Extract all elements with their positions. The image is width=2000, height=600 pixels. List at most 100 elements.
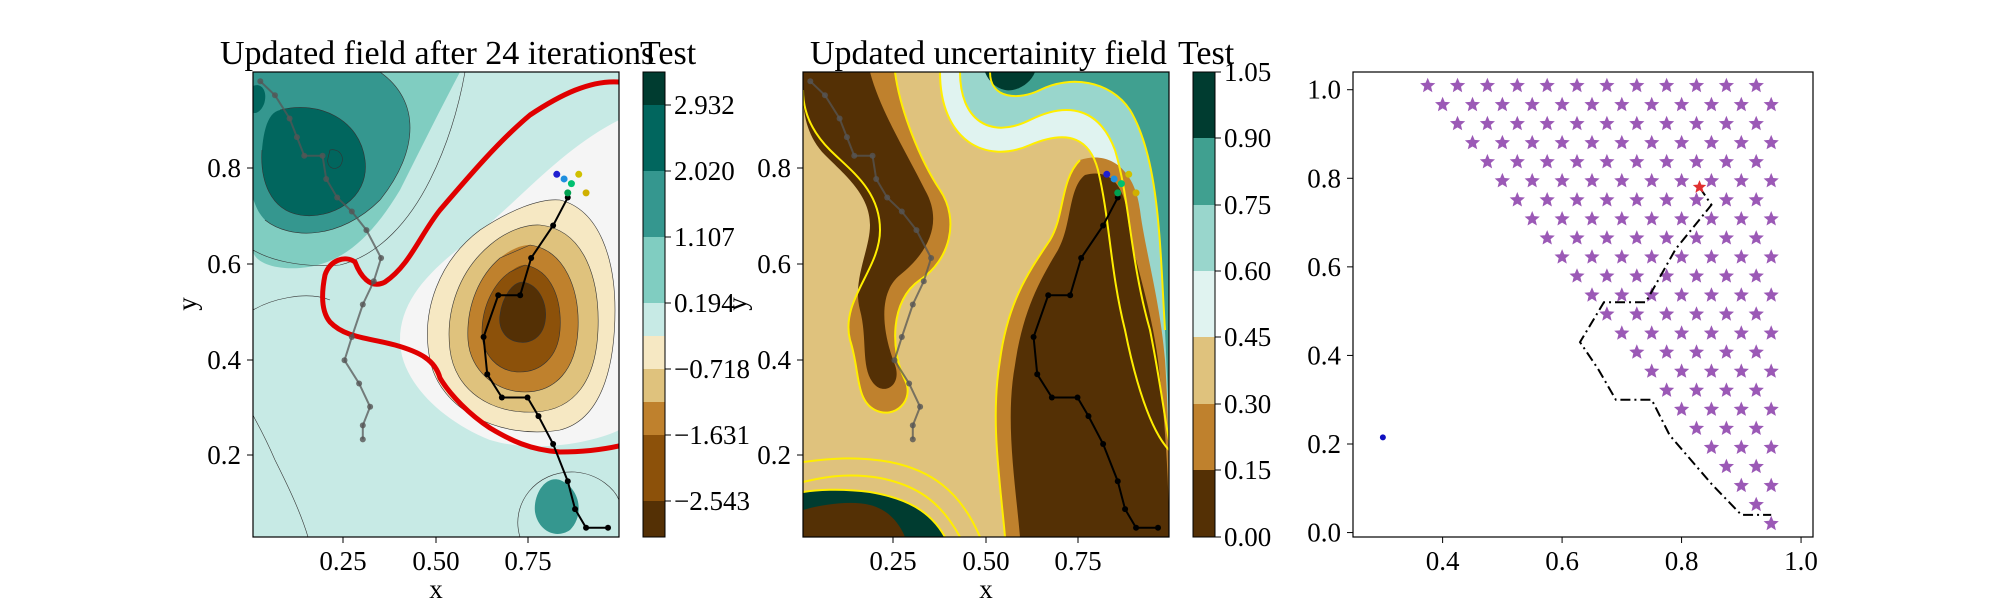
sample-point <box>553 170 561 178</box>
candidate-star <box>1748 192 1764 207</box>
current-path-point <box>564 478 571 485</box>
candidate-star <box>1569 153 1585 169</box>
candidate-star <box>1718 420 1734 435</box>
colorbar-1-tick: 2.020 <box>674 156 735 186</box>
candidate-star <box>1479 153 1495 169</box>
panel-uncertainty: Updated uncertainity field <box>722 35 1271 600</box>
candidate-star <box>1718 192 1734 207</box>
candidate-star <box>1674 401 1690 416</box>
previous-path-point <box>891 357 898 364</box>
candidate-star <box>1554 249 1570 264</box>
previous-path-point <box>378 255 385 261</box>
candidate-star <box>1614 287 1630 302</box>
sample-point <box>560 175 568 183</box>
previous-path-point <box>869 152 876 159</box>
candidate-star <box>1659 344 1675 359</box>
colorbar-1-tick: −0.718 <box>674 354 750 384</box>
candidate-star <box>1703 363 1720 378</box>
panel-2-colorbar: Test 1.05 0.90 0.75 0.60 0.4 <box>1178 35 1271 552</box>
colorbar-2-tick: 0.90 <box>1224 123 1271 153</box>
candidate-star <box>1629 153 1645 169</box>
candidate-star <box>1569 230 1585 245</box>
panel-2-ytick: 0.8 <box>757 153 791 183</box>
previous-path-point <box>293 134 300 141</box>
previous-path-point <box>821 92 828 99</box>
candidate-star <box>1733 439 1749 454</box>
candidate-star <box>1763 211 1779 226</box>
current-path-point <box>535 413 542 420</box>
panel-1-ytick: 0.6 <box>207 249 241 279</box>
panel-2-ytick: 0.6 <box>757 249 791 279</box>
panel-2-xtick: 0.25 <box>869 546 916 576</box>
candidate-star <box>1659 192 1675 207</box>
candidate-star <box>1674 325 1690 340</box>
current-path-point <box>484 371 491 378</box>
candidate-star <box>1644 325 1660 340</box>
candidate-star <box>1584 96 1600 112</box>
candidate-star <box>1659 268 1675 283</box>
candidate-star <box>1614 325 1630 340</box>
previous-path-point <box>851 152 858 159</box>
previous-path-point <box>898 334 905 341</box>
candidate-star <box>1718 153 1734 169</box>
candidate-star <box>1674 249 1690 264</box>
candidate-star <box>1659 77 1675 93</box>
candidate-star <box>1674 96 1690 112</box>
sample-point <box>1114 189 1122 197</box>
candidate-star <box>1733 96 1749 112</box>
previous-path-point <box>301 152 308 159</box>
panel-2-plot-area <box>803 72 1169 537</box>
previous-path-point <box>836 115 843 122</box>
candidate-star <box>1674 172 1690 188</box>
current-path-point <box>480 334 487 341</box>
candidate-star <box>1644 96 1660 112</box>
candidate-star <box>1599 268 1615 283</box>
previous-path-point <box>323 175 330 182</box>
panel-2-ytick: 0.4 <box>757 345 791 375</box>
candidate-star <box>1763 401 1779 416</box>
candidate-star <box>1718 306 1734 321</box>
panel-1-ylabel: y <box>172 297 202 311</box>
panel-2-title: Updated uncertainity field <box>810 35 1167 72</box>
current-path-point <box>1155 524 1162 531</box>
candidate-star <box>1539 192 1555 207</box>
current-path-point <box>1122 506 1129 513</box>
candidate-star <box>1733 211 1749 226</box>
candidate-star <box>1584 134 1600 150</box>
previous-path-point <box>359 301 366 308</box>
previous-path-point <box>341 357 348 364</box>
candidate-star <box>1569 77 1585 93</box>
panel-2-colorbar-title: Test <box>1178 35 1235 72</box>
candidate-star <box>1748 458 1764 474</box>
panel-field: Updated field after 24 iterations <box>172 35 750 600</box>
candidate-star <box>1733 249 1749 264</box>
current-path-point <box>498 394 505 401</box>
current-path-point <box>528 255 535 261</box>
candidate-star <box>1614 96 1630 112</box>
candidate-star <box>1539 115 1555 131</box>
candidate-star <box>1674 211 1690 226</box>
panel-1-yaxis: 0.8 0.6 0.4 0.2 y <box>172 153 253 470</box>
panel-3-ytick: 1.0 <box>1307 75 1341 105</box>
panel-1-ytick: 0.4 <box>207 345 241 375</box>
previous-path-point <box>370 278 377 285</box>
colorbar-1-tick: −1.631 <box>674 420 750 450</box>
candidate-star <box>1539 230 1555 245</box>
candidate-star <box>1688 382 1705 397</box>
candidate-star <box>1509 192 1525 207</box>
candidate-star <box>1763 96 1779 112</box>
candidate-star <box>1494 96 1510 112</box>
current-path-point <box>1133 524 1140 531</box>
current-path-point <box>1114 478 1121 485</box>
current-path-point <box>524 394 531 401</box>
current-path-point <box>1078 255 1085 261</box>
sample-point <box>564 189 572 197</box>
candidate-star <box>1763 325 1779 340</box>
candidate-star <box>1599 306 1615 321</box>
previous-path-point <box>909 436 916 443</box>
candidate-star <box>1644 211 1660 226</box>
candidate-star <box>1718 458 1734 474</box>
candidate-star <box>1733 477 1749 493</box>
current-path-point <box>1085 413 1092 420</box>
